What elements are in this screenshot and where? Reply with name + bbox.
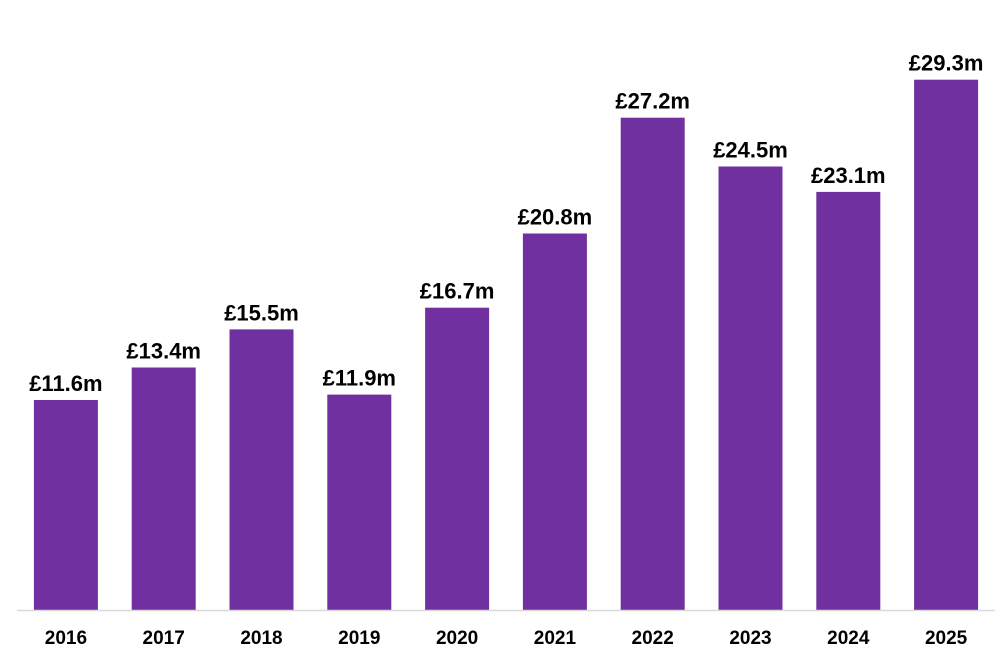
bar-2016 [33, 400, 98, 610]
bar-2017 [131, 367, 196, 610]
bar-2020 [425, 307, 490, 610]
data-label-2017: £13.4m [126, 339, 201, 364]
x-tick-label-2017: 2017 [143, 628, 185, 649]
bar-2024 [816, 191, 881, 610]
x-tick-label-2021: 2021 [534, 628, 577, 649]
data-label-2020: £16.7m [420, 279, 495, 304]
data-label-2021: £20.8m [518, 205, 593, 230]
data-label-2023: £24.5m [713, 138, 788, 163]
data-label-2022: £27.2m [615, 89, 690, 114]
bar-2022 [620, 117, 685, 610]
data-label-2018: £15.5m [224, 300, 299, 325]
bar-2025 [914, 79, 979, 610]
bar-2021 [522, 233, 587, 610]
x-tick-label-2016: 2016 [45, 628, 87, 649]
x-tick-label-2024: 2024 [827, 628, 870, 649]
x-tick-label-2025: 2025 [925, 628, 968, 649]
x-tick-label-2018: 2018 [240, 628, 282, 649]
bars-group [33, 79, 979, 610]
data-label-2016: £11.6m [29, 371, 102, 396]
bar-2023 [718, 166, 783, 610]
x-tick-labels-group: 2016 2017 2018 2019 2020 2021 2022 2023 2024 2025 [45, 628, 968, 649]
x-tick-label-2022: 2022 [632, 628, 674, 649]
bar-2018 [229, 329, 294, 610]
x-tick-label-2020: 2020 [436, 628, 478, 649]
data-labels-group: £11.6m £13.4m £15.5m £11.9m £16.7m £20.8m £27.… [29, 51, 983, 396]
bar-2019 [327, 394, 392, 610]
data-label-2024: £23.1m [811, 163, 886, 188]
data-label-2025: £29.3m [909, 51, 984, 76]
x-tick-label-2023: 2023 [729, 628, 771, 649]
x-tick-label-2019: 2019 [338, 628, 380, 649]
data-label-2019: £11.9m [323, 366, 396, 391]
